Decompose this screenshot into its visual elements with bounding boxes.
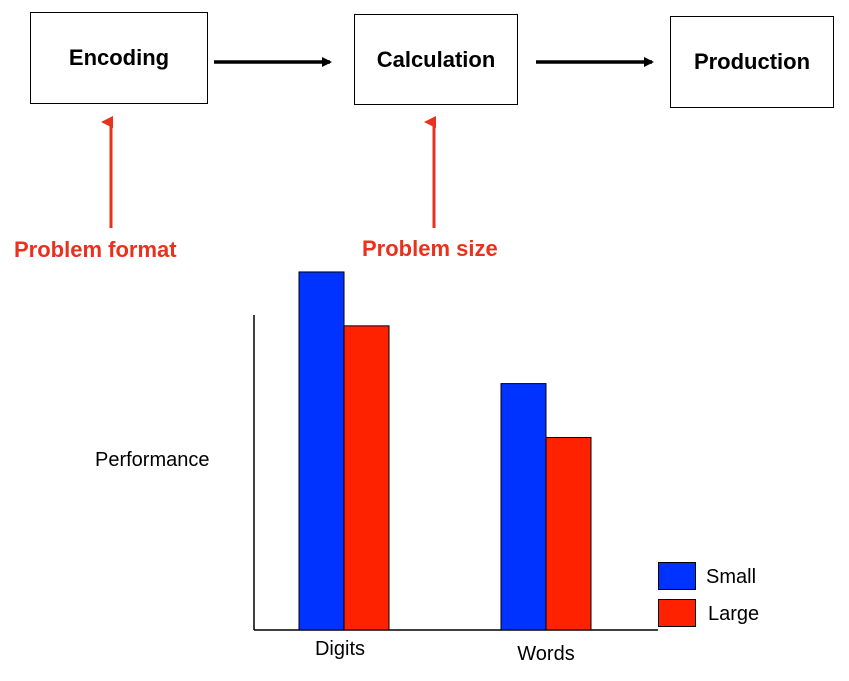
factor-problem-format-label: Problem format <box>14 237 177 262</box>
stage-encoding-box: Encoding <box>30 12 208 104</box>
stage-calculation-label: Calculation <box>376 46 496 72</box>
stage-production-box: Production <box>670 16 834 108</box>
legend-label-small: Small <box>706 566 757 588</box>
bar-words-large <box>545 437 592 631</box>
stage-calculation-box: Calculation <box>354 14 518 105</box>
stage-production-label: Production <box>693 49 811 74</box>
y-axis-label: Performance <box>95 449 210 471</box>
bar-digits-small <box>298 271 345 631</box>
bar-digits-large <box>343 325 390 631</box>
bar-words-small <box>500 383 547 631</box>
legend-label-large: Large <box>708 603 760 625</box>
x-tick-label-words: Words <box>517 643 574 665</box>
factor-problem-size-label: Problem size <box>362 236 498 261</box>
legend-swatch-small <box>658 562 696 590</box>
x-tick-label-digits: Digits <box>315 638 365 660</box>
stage-encoding-label: Encoding <box>68 45 170 70</box>
legend-swatch-large <box>658 599 696 627</box>
